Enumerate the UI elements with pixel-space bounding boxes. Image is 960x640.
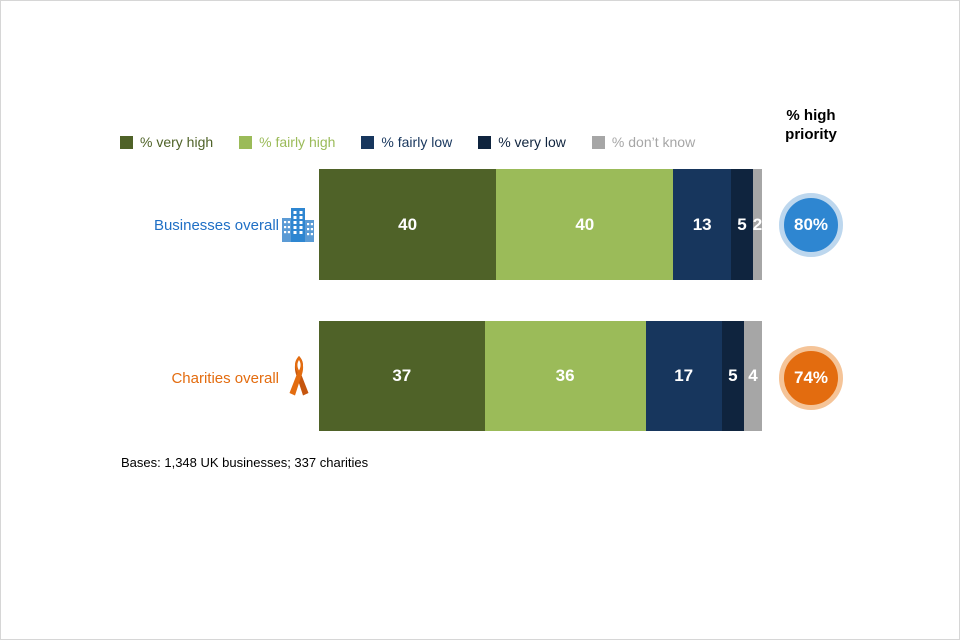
- high-priority-badge-charities: 74%: [779, 346, 843, 410]
- segment-value: 13: [692, 214, 712, 234]
- segment-value: 17: [674, 366, 694, 385]
- category-label-charities: Charities overall: [171, 370, 279, 387]
- bar-segment: 40: [319, 169, 497, 280]
- buildings-icon: [281, 205, 315, 243]
- legend-swatch: [361, 135, 375, 149]
- segment-value: 40: [575, 214, 595, 234]
- bases-note: Bases: 1,348 UK businesses; 337 charitie…: [121, 455, 369, 470]
- bar-segment: 37: [319, 321, 485, 431]
- stacked-bar-businesses: 40 40 13 5 2: [319, 169, 762, 280]
- segment-value: 37: [392, 366, 412, 385]
- legend-label: % very high: [140, 134, 214, 150]
- segment-value: 5: [728, 366, 738, 385]
- segment-value: 2: [752, 214, 763, 234]
- bar-segment: 2: [753, 169, 762, 280]
- stacked-bar-charities: 37 36 17 5 4: [319, 321, 762, 431]
- high-priority-badge-businesses: 80%: [779, 193, 843, 257]
- legend-label: % don’t know: [611, 134, 696, 150]
- legend-swatch: [478, 135, 492, 149]
- bar-segment: 40: [496, 169, 674, 280]
- segment-value: 36: [555, 366, 575, 385]
- high-priority-header: % high priority: [785, 107, 837, 143]
- legend: % very high % fairly high % fairly low % ve…: [120, 134, 695, 150]
- legend-label: % very low: [498, 134, 566, 150]
- legend-label: % fairly high: [259, 134, 336, 150]
- legend-item: % fairly high: [239, 134, 335, 150]
- bar-segment: 17: [645, 321, 722, 431]
- ribbon-icon: [285, 355, 313, 397]
- bar-segment: 5: [721, 321, 745, 431]
- legend-swatch: [591, 135, 605, 149]
- bar-segment: 5: [730, 169, 754, 280]
- legend-item: % very low: [478, 134, 566, 150]
- segment-value: 40: [398, 214, 418, 234]
- segment-value: 4: [748, 366, 758, 385]
- legend-label: % fairly low: [381, 134, 453, 150]
- legend-item: % very high: [120, 134, 213, 150]
- legend-swatch: [239, 135, 253, 149]
- category-label-businesses: Businesses overall: [153, 217, 279, 234]
- legend-item: % fairly low: [361, 134, 452, 150]
- bar-segment: 13: [673, 169, 731, 280]
- segment-value: 5: [737, 214, 747, 234]
- bar-segment: 36: [484, 321, 646, 431]
- legend-swatch: [120, 135, 133, 149]
- legend-item: % don’t know: [591, 134, 696, 150]
- bar-segment: 4: [744, 321, 762, 431]
